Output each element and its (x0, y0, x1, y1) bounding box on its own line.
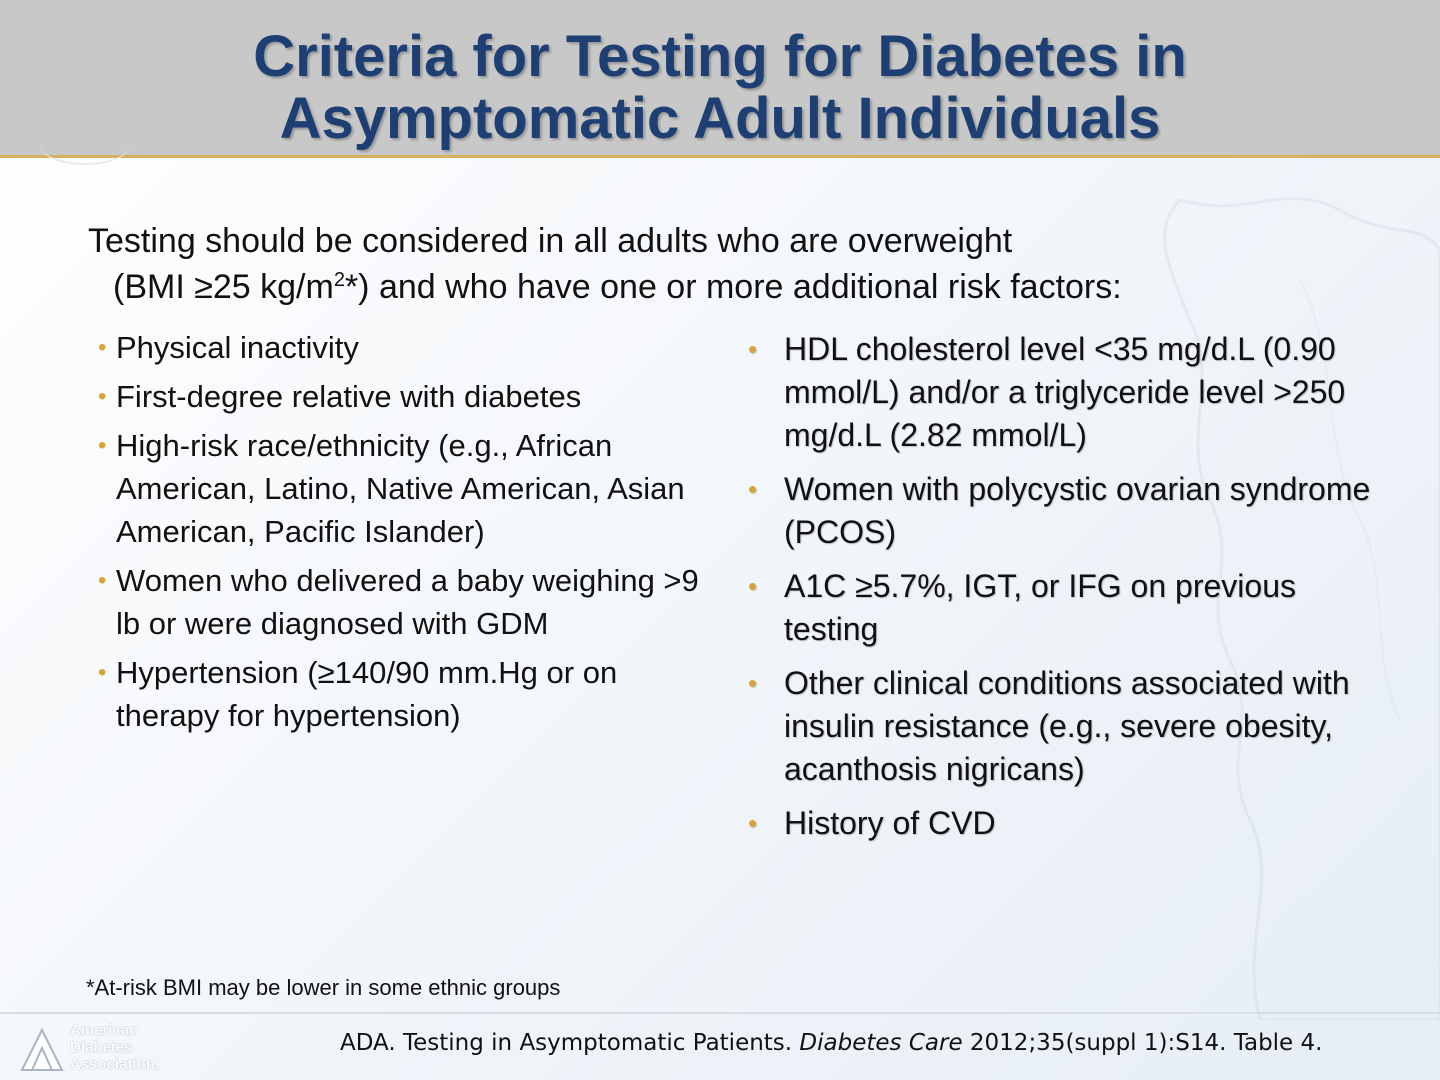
banner-swoosh (40, 125, 130, 165)
logo-line-2: Diabetes (70, 1039, 133, 1056)
list-item: • Women with polycystic ovarian syndrome … (748, 468, 1388, 554)
list-item: • First-degree relative with diabetes (98, 375, 718, 418)
list-item: • A1C ≥5.7%, IGT, or IFG on previous test… (748, 565, 1388, 651)
footer-divider (0, 1012, 1440, 1014)
ada-logo-icon (20, 1027, 64, 1071)
ada-logo-wordmark: American Diabetes Association. (70, 1022, 180, 1073)
slide-title-line-1: Criteria for Testing for Diabetes in (253, 24, 1187, 89)
logo-line-1: American (70, 1022, 139, 1039)
footnote: *At-risk BMI may be lower in some ethnic… (86, 975, 561, 1000)
bullet-icon: • (98, 383, 107, 410)
intro-paragraph: Testing should be considered in all adul… (88, 218, 1378, 310)
slide-title: Criteria for Testing for Diabetes in Asy… (0, 26, 1440, 150)
bullet-icon: • (748, 334, 758, 364)
list-item: • History of CVD (748, 802, 1388, 845)
list-item-text: Physical inactivity (116, 330, 359, 365)
background-map-graphic (1163, 196, 1440, 1020)
intro-line-2-rest: *) and who have one or more additional r… (344, 268, 1122, 306)
citation-journal: Diabetes Care (799, 1030, 963, 1056)
list-item: • HDL cholesterol level <35 mg/d.L (0.90 … (748, 328, 1388, 457)
bullet-icon: • (748, 571, 758, 601)
bullet-icon: • (98, 567, 107, 594)
title-banner (0, 0, 1440, 165)
list-item-text: Hypertension (≥140/90 mm.Hg or on therap… (116, 655, 618, 733)
list-item-text: First-degree relative with diabetes (116, 379, 582, 414)
bullet-icon: • (748, 668, 758, 698)
bullet-icon: • (748, 474, 758, 504)
list-item-text: History of CVD (784, 805, 996, 841)
intro-line-1: Testing should be considered in all adul… (88, 222, 1013, 260)
list-item-text: Other clinical conditions associated wit… (784, 665, 1350, 787)
bullet-icon: • (98, 659, 107, 686)
list-item-text: High-risk race/ethnicity (e.g., African … (116, 428, 685, 549)
citation-text: ADA. Testing in Asymptomatic Patients. (340, 1030, 800, 1056)
intro-superscript: 2 (333, 269, 345, 291)
list-item-text: Women with polycystic ovarian syndrome (… (784, 471, 1371, 550)
logo-line-3: Association. (70, 1056, 160, 1073)
bullet-icon: • (748, 808, 758, 838)
list-item: • Other clinical conditions associated wi… (748, 662, 1388, 791)
list-item: • Women who delivered a baby weighing >9 … (98, 559, 718, 645)
left-risk-factor-list: • Physical inactivity • First-degree relat… (98, 326, 718, 743)
list-item-text: A1C ≥5.7%, IGT, or IFG on previous testi… (784, 568, 1296, 647)
source-citation: ADA. Testing in Asymptomatic Patients. D… (340, 1026, 1322, 1060)
bullet-icon: • (98, 432, 107, 459)
bullet-icon: • (98, 334, 107, 361)
slide-title-line-2: Asymptomatic Adult Individuals (279, 86, 1161, 151)
list-item: • Physical inactivity (98, 326, 718, 369)
intro-line-2-text: (BMI ≥25 kg/m (113, 268, 334, 306)
list-item: • Hypertension (≥140/90 mm.Hg or on thera… (98, 651, 718, 737)
right-risk-factor-list: • HDL cholesterol level <35 mg/d.L (0.90 … (748, 328, 1388, 856)
list-item-text: HDL cholesterol level <35 mg/d.L (0.90 m… (784, 331, 1346, 453)
citation-text-rest: 2012;35(suppl 1):S14. Table 4. (962, 1030, 1323, 1056)
intro-line-2: (BMI ≥25 kg/m2*) and who have one or mor… (88, 264, 1378, 310)
list-item: • High-risk race/ethnicity (e.g., African… (98, 424, 718, 553)
list-item-text: Women who delivered a baby weighing >9 l… (116, 563, 699, 641)
